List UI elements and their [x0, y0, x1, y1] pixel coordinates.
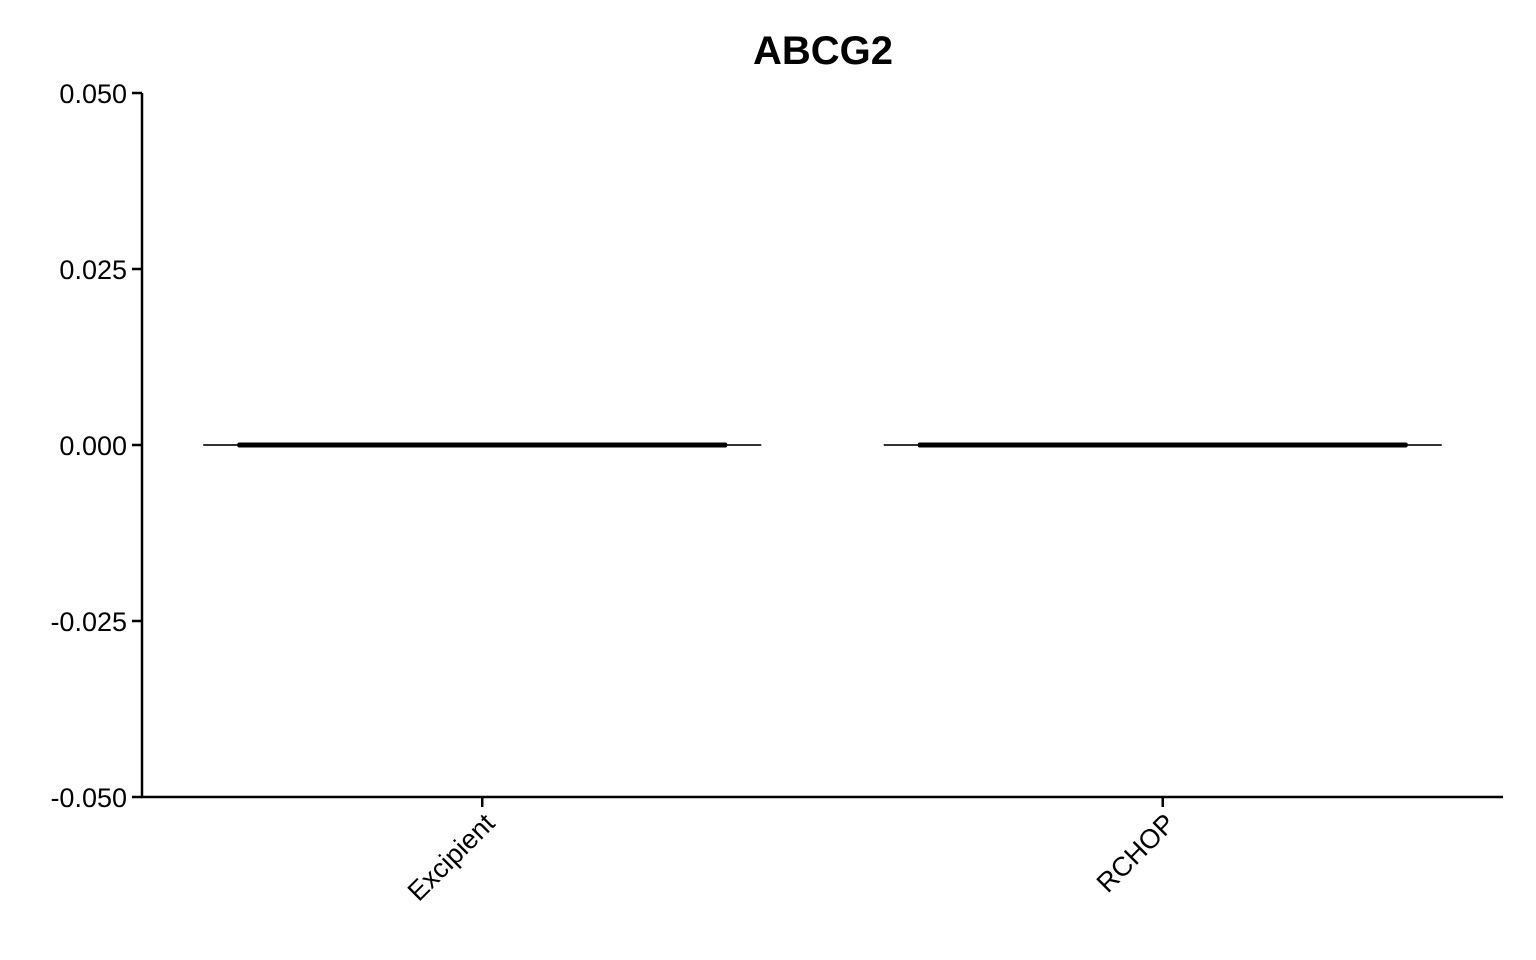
y-tick-label: 0.025 — [59, 255, 127, 285]
plot-area: 0.050 0.025 0.000 -0.025 -0.050 Excipient RCHO… — [50, 79, 1503, 907]
y-tick-label: 0.000 — [59, 431, 127, 461]
y-tick-label: 0.050 — [59, 79, 127, 109]
data-points — [917, 442, 1408, 448]
x-tick-label: Excipient — [402, 808, 501, 907]
y-tick-label: -0.050 — [50, 783, 127, 813]
data-points — [237, 442, 728, 448]
chart-title: ABCG2 — [753, 29, 893, 73]
y-tick-label: -0.025 — [50, 607, 127, 637]
x-tick-label: RCHOP — [1091, 808, 1181, 898]
